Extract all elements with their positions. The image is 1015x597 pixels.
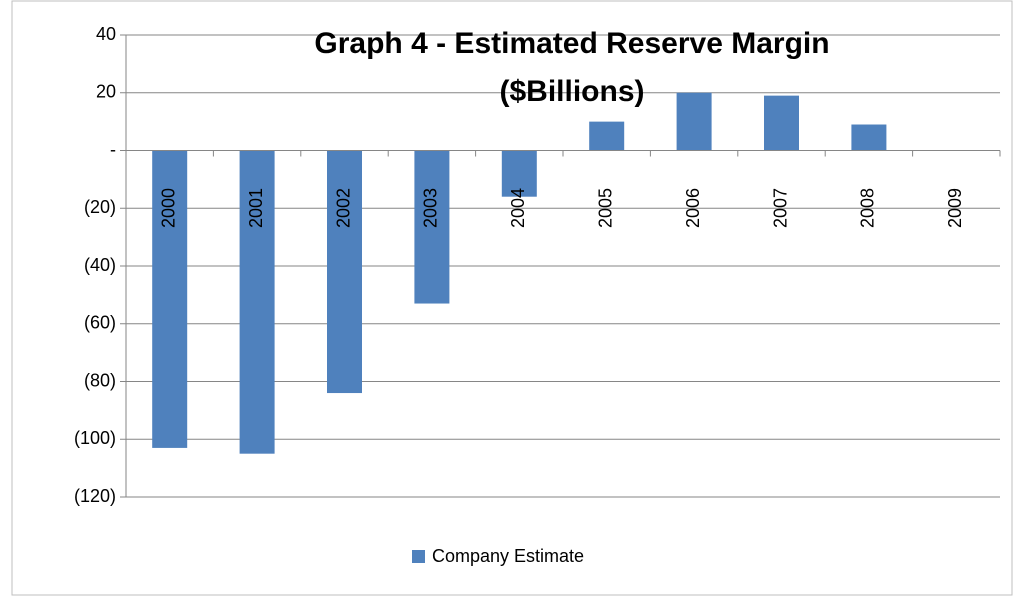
bar (764, 95, 799, 151)
y-tick-label: (80) (84, 370, 116, 390)
x-tick-label: 2009 (945, 188, 965, 228)
bar (239, 150, 275, 454)
bar (851, 124, 887, 151)
bar (327, 150, 362, 394)
x-tick-label: 2005 (595, 188, 615, 228)
x-tick-label: 2004 (508, 188, 528, 228)
y-tick-label: (100) (74, 428, 116, 448)
chart-title: ($Billions) (499, 75, 644, 108)
bar (676, 92, 712, 151)
x-tick-label: 2008 (858, 188, 878, 228)
x-tick-label: 2007 (770, 188, 790, 228)
x-tick-label: 2001 (246, 188, 266, 228)
x-tick-label: 2006 (683, 188, 703, 228)
x-tick-label: 2003 (421, 188, 441, 228)
y-tick-label: (40) (84, 255, 116, 275)
y-tick-label: 20 (96, 82, 116, 102)
y-tick-label: 40 (96, 24, 116, 44)
legend-label: Company Estimate (432, 546, 584, 566)
bar (589, 121, 625, 151)
chart-title: Graph 4 - Estimated Reserve Margin (314, 27, 829, 60)
y-tick-label: (20) (84, 197, 116, 217)
x-tick-label: 2002 (333, 188, 353, 228)
y-tick-label: (120) (74, 486, 116, 506)
y-tick-label: - (110, 139, 116, 159)
plot-area: 40 20 - (20) (40) (60) (80) (100) (120) 2000 2001 2… (74, 24, 1001, 566)
y-tick-label: (60) (84, 313, 116, 333)
bar (501, 150, 537, 197)
x-tick-label: 2000 (158, 188, 178, 228)
legend-swatch (412, 550, 425, 563)
bar (152, 150, 188, 448)
bar (414, 150, 450, 304)
